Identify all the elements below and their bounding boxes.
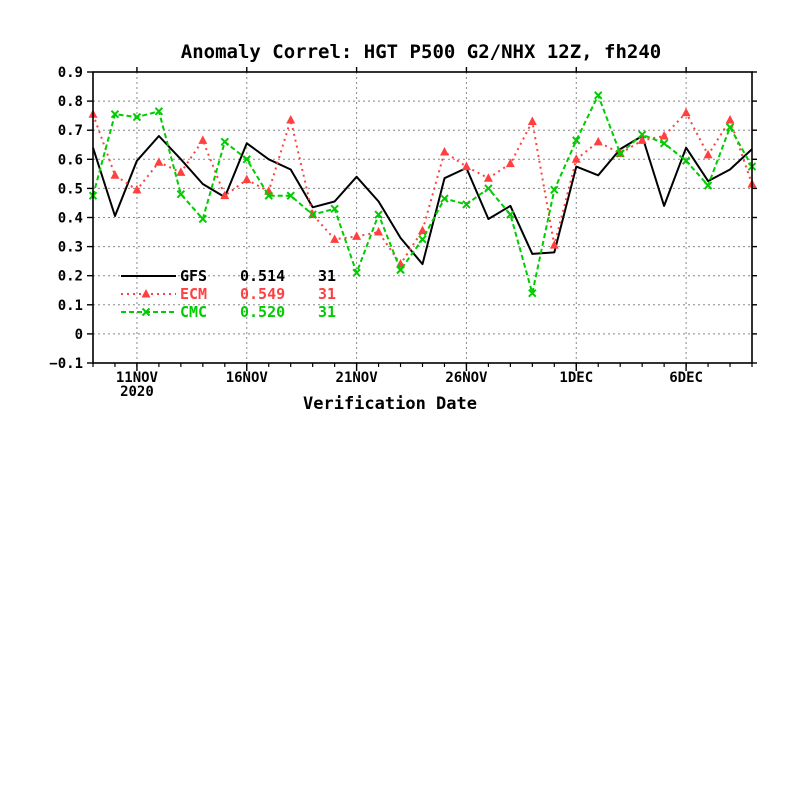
point-cmc [594, 91, 603, 100]
point-ecm [483, 173, 493, 182]
point-cmc [352, 268, 361, 277]
series-ecm [88, 107, 757, 268]
legend-mean-ecm: 0.549 [240, 285, 285, 303]
point-ecm [330, 234, 340, 243]
point-ecm [637, 135, 647, 144]
y-tick-label: 0.3 [58, 240, 83, 256]
y-tick-label: 0.9 [58, 65, 83, 81]
y-tick-label: 0.7 [58, 123, 83, 139]
point-cmc [725, 123, 735, 132]
point-ecm [176, 167, 186, 176]
point-cmc [506, 210, 515, 219]
point-cmc [615, 149, 625, 158]
y-tick-label: 0.5 [58, 181, 83, 197]
y-tick-label: 0 [75, 327, 83, 343]
point-ecm [703, 149, 713, 159]
point-cmc [198, 214, 208, 224]
legend-name-cmc: CMC [180, 303, 207, 321]
point-cmc [484, 184, 493, 193]
point-ecm [571, 154, 581, 163]
point-ecm [527, 116, 537, 125]
point-cmc [374, 210, 383, 219]
x-tick-sublabel: 2020 [120, 384, 154, 400]
point-cmc [264, 191, 273, 200]
y-tick-label: 0.1 [58, 298, 83, 314]
point-cmc [286, 191, 295, 200]
legend-item-ecm: ECM 0.549 31 [121, 285, 336, 303]
legend-marker-ecm [141, 289, 151, 298]
point-ecm [659, 131, 669, 140]
point-ecm [681, 107, 691, 117]
legend-item-gfs: GFS 0.514 31 [121, 267, 336, 285]
y-tick-label: 0.6 [58, 152, 83, 168]
point-cmc [220, 137, 230, 147]
y-tick-label: 0.4 [58, 211, 83, 227]
point-cmc [330, 204, 339, 213]
point-ecm [725, 115, 735, 124]
point-ecm [220, 190, 230, 200]
legend-item-cmc: CMC 0.520 31 [121, 303, 336, 321]
point-cmc [528, 288, 537, 298]
y-tick-label: −0.1 [49, 356, 83, 372]
point-ecm [110, 170, 120, 179]
point-cmc [154, 107, 164, 116]
x-axis-label: Verification Date [303, 394, 477, 414]
x-tick-label: 26NOV [445, 370, 488, 386]
series-layer [88, 91, 757, 298]
grid [93, 72, 752, 363]
x-tick-label: 21NOV [336, 370, 379, 386]
y-tick-label: 0.8 [58, 94, 83, 110]
legend: GFS 0.514 31 ECM 0.549 31 CMC 0.520 31 [121, 267, 336, 321]
legend-count-cmc: 31 [318, 303, 336, 321]
point-cmc [242, 155, 251, 164]
legend-count-gfs: 31 [318, 267, 336, 285]
point-cmc [110, 109, 120, 119]
legend-name-gfs: GFS [180, 267, 207, 285]
x-tick-label: 11NOV [116, 370, 159, 386]
point-ecm [505, 158, 515, 168]
point-ecm [593, 136, 603, 146]
legend-mean-gfs: 0.514 [240, 267, 285, 285]
x-tick-label: 6DEC [669, 370, 703, 386]
legend-name-ecm: ECM [180, 285, 207, 303]
point-ecm [198, 135, 208, 144]
y-axis: −0.1 0 0.1 0.2 0.3 0.4 0.5 0.6 0.7 0.8 0.9 [49, 65, 757, 372]
point-cmc [418, 235, 427, 244]
point-cmc [132, 112, 142, 122]
point-cmc [550, 185, 559, 195]
point-ecm [154, 157, 164, 166]
point-cmc [572, 136, 581, 145]
point-ecm [132, 184, 142, 194]
point-ecm [549, 240, 559, 249]
legend-marker-cmc [141, 307, 151, 317]
legend-count-ecm: 31 [318, 285, 336, 303]
point-ecm [374, 227, 384, 236]
point-ecm [439, 147, 449, 156]
point-ecm [461, 161, 471, 171]
point-ecm [242, 174, 252, 184]
point-cmc [176, 190, 186, 199]
x-tick-label: 1DEC [559, 370, 593, 386]
legend-mean-cmc: 0.520 [240, 303, 285, 321]
y-tick-label: 0.2 [58, 269, 83, 285]
chart-title: Anomaly Correl: HGT P500 G2/NHX 12Z, fh2… [181, 41, 661, 63]
point-ecm [418, 225, 427, 235]
point-cmc [637, 130, 647, 139]
point-cmc [462, 200, 471, 209]
x-tick-label: 16NOV [226, 370, 269, 386]
point-cmc [396, 265, 405, 275]
point-cmc [440, 194, 449, 203]
point-ecm [352, 231, 362, 240]
point-ecm [286, 115, 296, 124]
point-cmc [681, 156, 691, 165]
point-cmc [703, 181, 713, 190]
point-cmc [308, 210, 317, 219]
point-cmc [659, 139, 669, 148]
